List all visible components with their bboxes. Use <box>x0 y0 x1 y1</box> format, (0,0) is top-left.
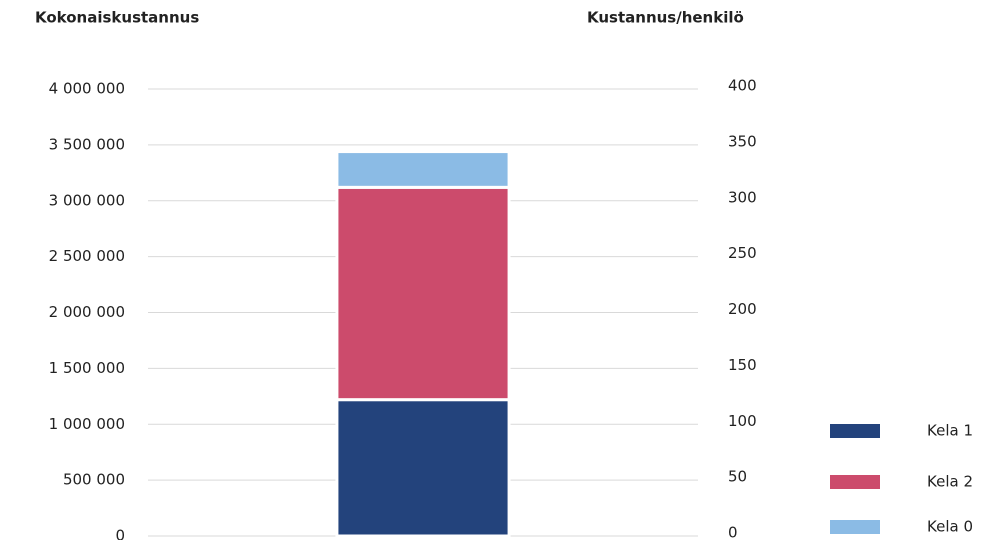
y2-tick-label: 0 <box>728 524 738 540</box>
legend-swatch <box>830 424 880 438</box>
y-tick-label: 500 000 <box>63 471 125 489</box>
legend-swatch <box>830 520 880 534</box>
y2-tick-label: 200 <box>728 300 757 318</box>
legend-label: Kela 0 <box>927 518 973 536</box>
y2-tick-label: 300 <box>728 188 757 206</box>
y2-tick-label: 150 <box>728 356 757 374</box>
bar-segment <box>335 150 511 189</box>
y-tick-label: 2 000 000 <box>49 303 125 321</box>
y2-axis-title: Kustannus/henkilö <box>587 9 744 27</box>
y2-tick-label: 50 <box>728 468 747 486</box>
y-tick-label: 0 <box>115 527 125 540</box>
y2-tick-label: 100 <box>728 412 757 430</box>
y2-tick-label: 250 <box>728 244 757 262</box>
bar-segment <box>335 185 511 402</box>
y2-tick-label: 350 <box>728 132 757 150</box>
legend-label: Kela 2 <box>927 473 973 491</box>
legend-label: Kela 1 <box>927 422 973 440</box>
y-tick-label: 4 000 000 <box>49 80 125 98</box>
y-tick-label: 2 500 000 <box>49 247 125 265</box>
y-tick-label: 3 000 000 <box>49 191 125 209</box>
bar-segment <box>335 398 511 538</box>
y-tick-label: 1 000 000 <box>49 415 125 433</box>
legend-swatch <box>830 475 880 489</box>
y-tick-label: 1 500 000 <box>49 359 125 377</box>
y-axis-title: Kokonaiskustannus <box>35 9 199 27</box>
y2-tick-label: 400 <box>728 77 757 95</box>
y-tick-label: 3 500 000 <box>49 135 125 153</box>
